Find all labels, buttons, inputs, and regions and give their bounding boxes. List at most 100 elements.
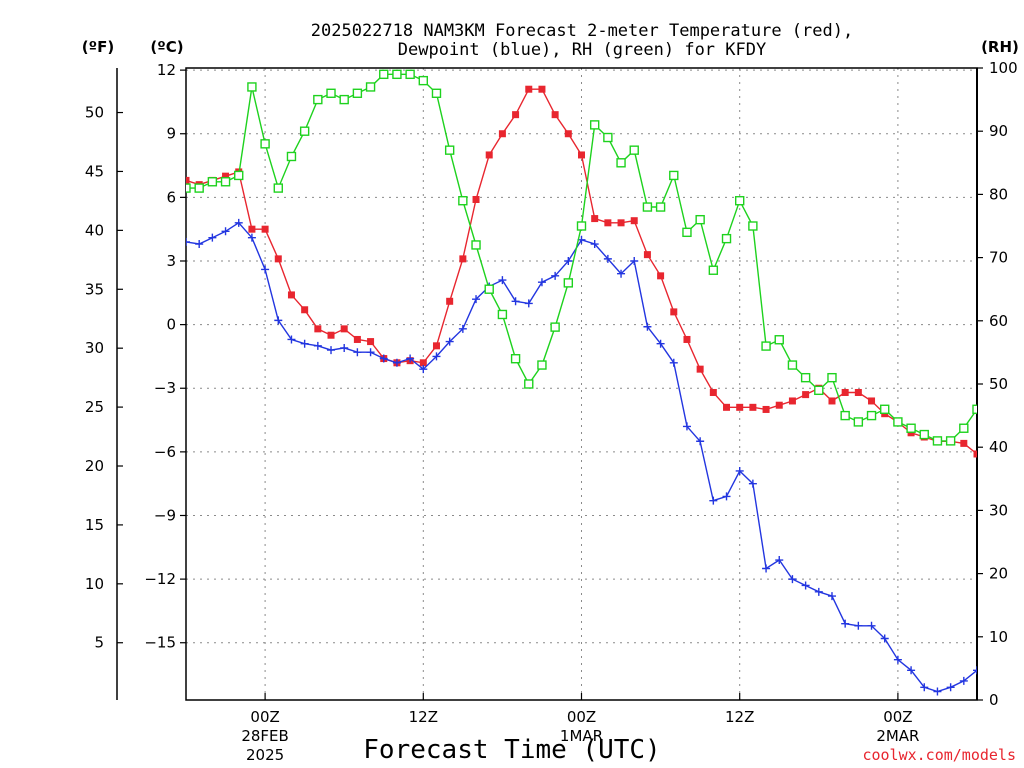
rh-marker — [748, 221, 758, 231]
temperature-marker — [723, 403, 731, 411]
dewpoint-marker — [893, 655, 902, 664]
dewpoint-marker — [419, 365, 428, 374]
temperature-marker — [538, 85, 546, 93]
rh-marker — [550, 322, 560, 332]
dewpoint-marker — [234, 218, 243, 227]
rh-marker — [880, 404, 890, 414]
dewpoint-marker — [551, 271, 560, 280]
rh-marker — [392, 69, 402, 80]
temperature-marker — [960, 439, 968, 447]
rh-tick-label: 10 — [989, 628, 1008, 646]
dewpoint-marker — [841, 619, 850, 628]
rh-marker — [682, 227, 692, 238]
rh-marker — [207, 177, 218, 187]
celsius-tick-label: 6 — [166, 188, 176, 206]
rh-marker — [431, 88, 442, 98]
rh-marker — [299, 126, 310, 136]
temperature-marker — [432, 342, 440, 350]
x-tick-label: 00Z — [567, 708, 596, 726]
dewpoint-series — [186, 218, 977, 696]
rh-marker — [972, 404, 977, 414]
dewpoint-marker — [186, 237, 190, 246]
fahrenheit-tick-label: 30 — [85, 339, 104, 357]
temperature-marker — [709, 388, 717, 396]
temperature-marker — [222, 172, 230, 180]
x-tick-label: 12Z — [409, 708, 438, 726]
temperature-marker — [512, 111, 520, 119]
dewpoint-marker — [287, 335, 296, 344]
dewpoint-marker — [603, 254, 612, 263]
dewpoint-marker — [617, 269, 626, 278]
rh-marker — [405, 69, 415, 80]
temperature-marker — [788, 397, 796, 405]
dewpoint-marker — [511, 297, 520, 306]
temperature-marker — [828, 397, 836, 405]
dewpoint-marker — [696, 437, 705, 446]
celsius-tick-label: 12 — [157, 61, 176, 79]
rh-marker — [893, 417, 903, 427]
temperature-marker — [248, 225, 256, 233]
fahrenheit-tick-label: 50 — [85, 104, 104, 122]
rh-marker — [471, 240, 481, 250]
rh-tick-label: 60 — [989, 312, 1008, 330]
dewpoint-marker — [669, 358, 678, 367]
temperature-marker — [274, 255, 282, 263]
rh-tick-label: 50 — [989, 375, 1008, 393]
dewpoint-marker — [458, 324, 467, 333]
dewpoint-marker — [366, 348, 375, 357]
dewpoint-marker — [880, 634, 889, 643]
axis-layer: 129630−3−6−9−12−155045403530252015105100… — [85, 59, 1018, 764]
dewpoint-marker — [313, 341, 322, 350]
dewpoint-marker — [221, 227, 230, 236]
rh-marker — [589, 120, 600, 130]
rh-marker — [840, 410, 850, 421]
temperature-marker — [749, 403, 757, 411]
rh-marker — [827, 372, 837, 383]
dewpoint-marker — [261, 265, 270, 274]
temperature-marker — [564, 130, 572, 138]
dewpoint-marker — [340, 343, 349, 352]
rh-marker — [616, 158, 626, 168]
celsius-unit-label: (ºC) — [150, 38, 183, 56]
dewpoint-marker — [406, 354, 415, 363]
celsius-tick-label: −12 — [144, 570, 176, 588]
rh-marker — [919, 429, 929, 440]
rh-marker — [761, 341, 771, 351]
temperature-marker — [696, 365, 704, 373]
rh-tick-label: 70 — [989, 249, 1008, 267]
temperature-marker — [802, 391, 810, 399]
dewpoint-marker — [537, 278, 546, 287]
rh-marker — [247, 82, 257, 92]
rh-marker — [510, 354, 521, 364]
temperature-marker — [459, 255, 467, 263]
rh-marker — [642, 202, 653, 212]
x-tick-date-label: 1MAR — [560, 727, 603, 745]
temperature-marker — [670, 308, 678, 316]
rh-marker — [260, 139, 270, 149]
rh-marker — [444, 145, 455, 155]
chart-title: 2025022718 NAM3KM Forecast 2-meter Tempe… — [311, 21, 853, 41]
rh-marker — [814, 385, 824, 396]
rh-marker — [959, 423, 969, 433]
rh-marker — [932, 436, 943, 446]
dewpoint-marker — [959, 676, 968, 685]
rh-marker — [234, 170, 244, 181]
dewpoint-marker — [630, 256, 639, 265]
rh-marker — [194, 183, 204, 193]
rh-marker — [326, 88, 336, 98]
dewpoint-marker — [814, 587, 823, 596]
temperature-marker — [353, 335, 361, 343]
dewpoint-marker — [327, 346, 336, 355]
temperature-marker — [314, 325, 322, 333]
temperature-marker — [736, 403, 744, 411]
celsius-tick-label: 3 — [166, 252, 176, 270]
x-tick-date-label: 2MAR — [876, 727, 919, 745]
rh-tick-label: 80 — [989, 185, 1008, 203]
temperature-marker — [551, 111, 559, 119]
rh-marker — [695, 214, 705, 225]
temperature-marker — [643, 251, 651, 259]
rh-marker — [800, 372, 811, 383]
rh-marker — [576, 221, 587, 231]
rh-marker — [774, 335, 784, 345]
rh-marker — [537, 360, 547, 370]
